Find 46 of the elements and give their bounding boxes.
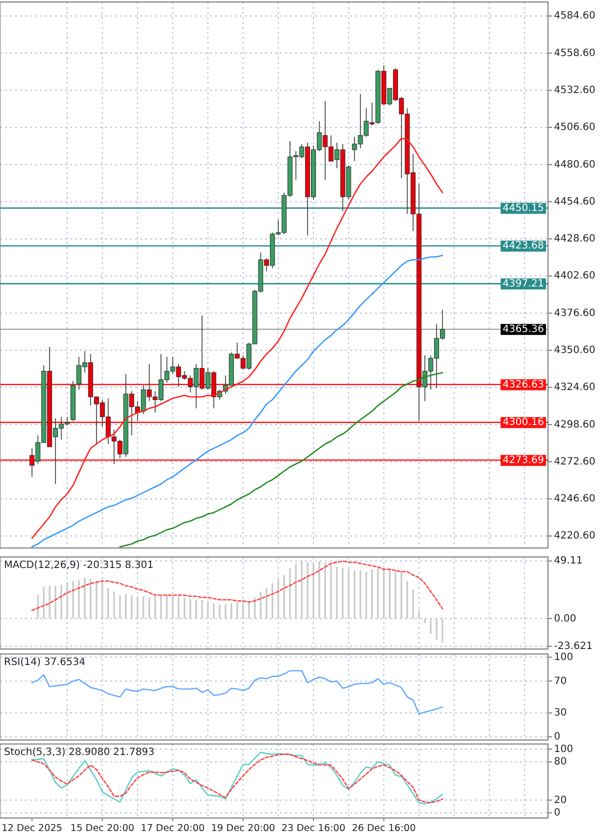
x-tick-label: 23 Dec 16:00: [282, 823, 346, 834]
x-tick-label: 19 Dec 20:00: [211, 823, 276, 834]
ref-line-label: 4300.16: [502, 417, 544, 428]
ref-line-label: 4365.36: [502, 324, 544, 335]
y-tick-label: 4298.60: [554, 419, 596, 430]
line-series: [31, 138, 444, 539]
y-tick-label: 4220.60: [554, 530, 596, 542]
y-tick-label: 4350.60: [554, 345, 596, 356]
y-tick-label: 4428.60: [554, 234, 596, 245]
y-tick-label: 100: [554, 744, 574, 755]
y-tick-label: 80: [554, 756, 567, 768]
x-tick-label: 15 Dec 20:00: [70, 823, 134, 834]
y-tick-label: 4454.60: [554, 196, 596, 208]
y-tick-label: 70: [554, 676, 567, 687]
x-tick-label: 26 Dec 16:00: [352, 823, 416, 834]
y-tick-label: 4272.60: [554, 456, 596, 468]
y-tick-label: 4584.60: [554, 10, 596, 22]
y-tick-label: 4480.60: [554, 159, 596, 170]
ref-line-label: 4397.21: [502, 278, 544, 290]
chart-title: Stoch(5,3,3) 28.9080 21.7893: [4, 747, 155, 758]
ref-line-label: 4423.68: [502, 240, 544, 252]
y-tick-label: 4376.60: [554, 308, 596, 319]
chart-title: RSI(14) 37.6534: [4, 657, 86, 668]
line-series: [119, 372, 444, 548]
ref-line-label: 4450.15: [502, 202, 544, 214]
y-tick-label: 4324.60: [554, 382, 596, 394]
ref-line-label: 4326.63: [502, 379, 544, 390]
line-series: [31, 670, 444, 714]
y-tick-label: 30: [554, 708, 567, 719]
y-tick-label: 4246.60: [554, 494, 596, 505]
y-tick-label: 4532.60: [554, 85, 596, 96]
line-series: [31, 254, 444, 548]
y-tick-label: -23.621: [554, 640, 593, 652]
y-tick-label: 4506.60: [554, 122, 596, 134]
y-tick-label: 49.11: [554, 556, 583, 567]
ref-line-label: 4273.69: [502, 454, 544, 466]
y-tick-label: 4558.60: [554, 48, 596, 59]
x-tick-label: 12 Dec 2025: [2, 823, 62, 834]
x-tick-label: 17 Dec 20:00: [140, 823, 205, 834]
y-tick-label: 20: [554, 794, 567, 806]
y-tick-label: 4402.60: [554, 270, 596, 282]
y-tick-label: 0.00: [554, 613, 576, 624]
chart-title: MACD(12,26,9) -20.315 8.301: [4, 560, 154, 571]
y-tick-label: 0: [554, 732, 560, 743]
y-tick-label: 0: [554, 808, 560, 819]
y-tick-label: 100: [554, 652, 574, 663]
